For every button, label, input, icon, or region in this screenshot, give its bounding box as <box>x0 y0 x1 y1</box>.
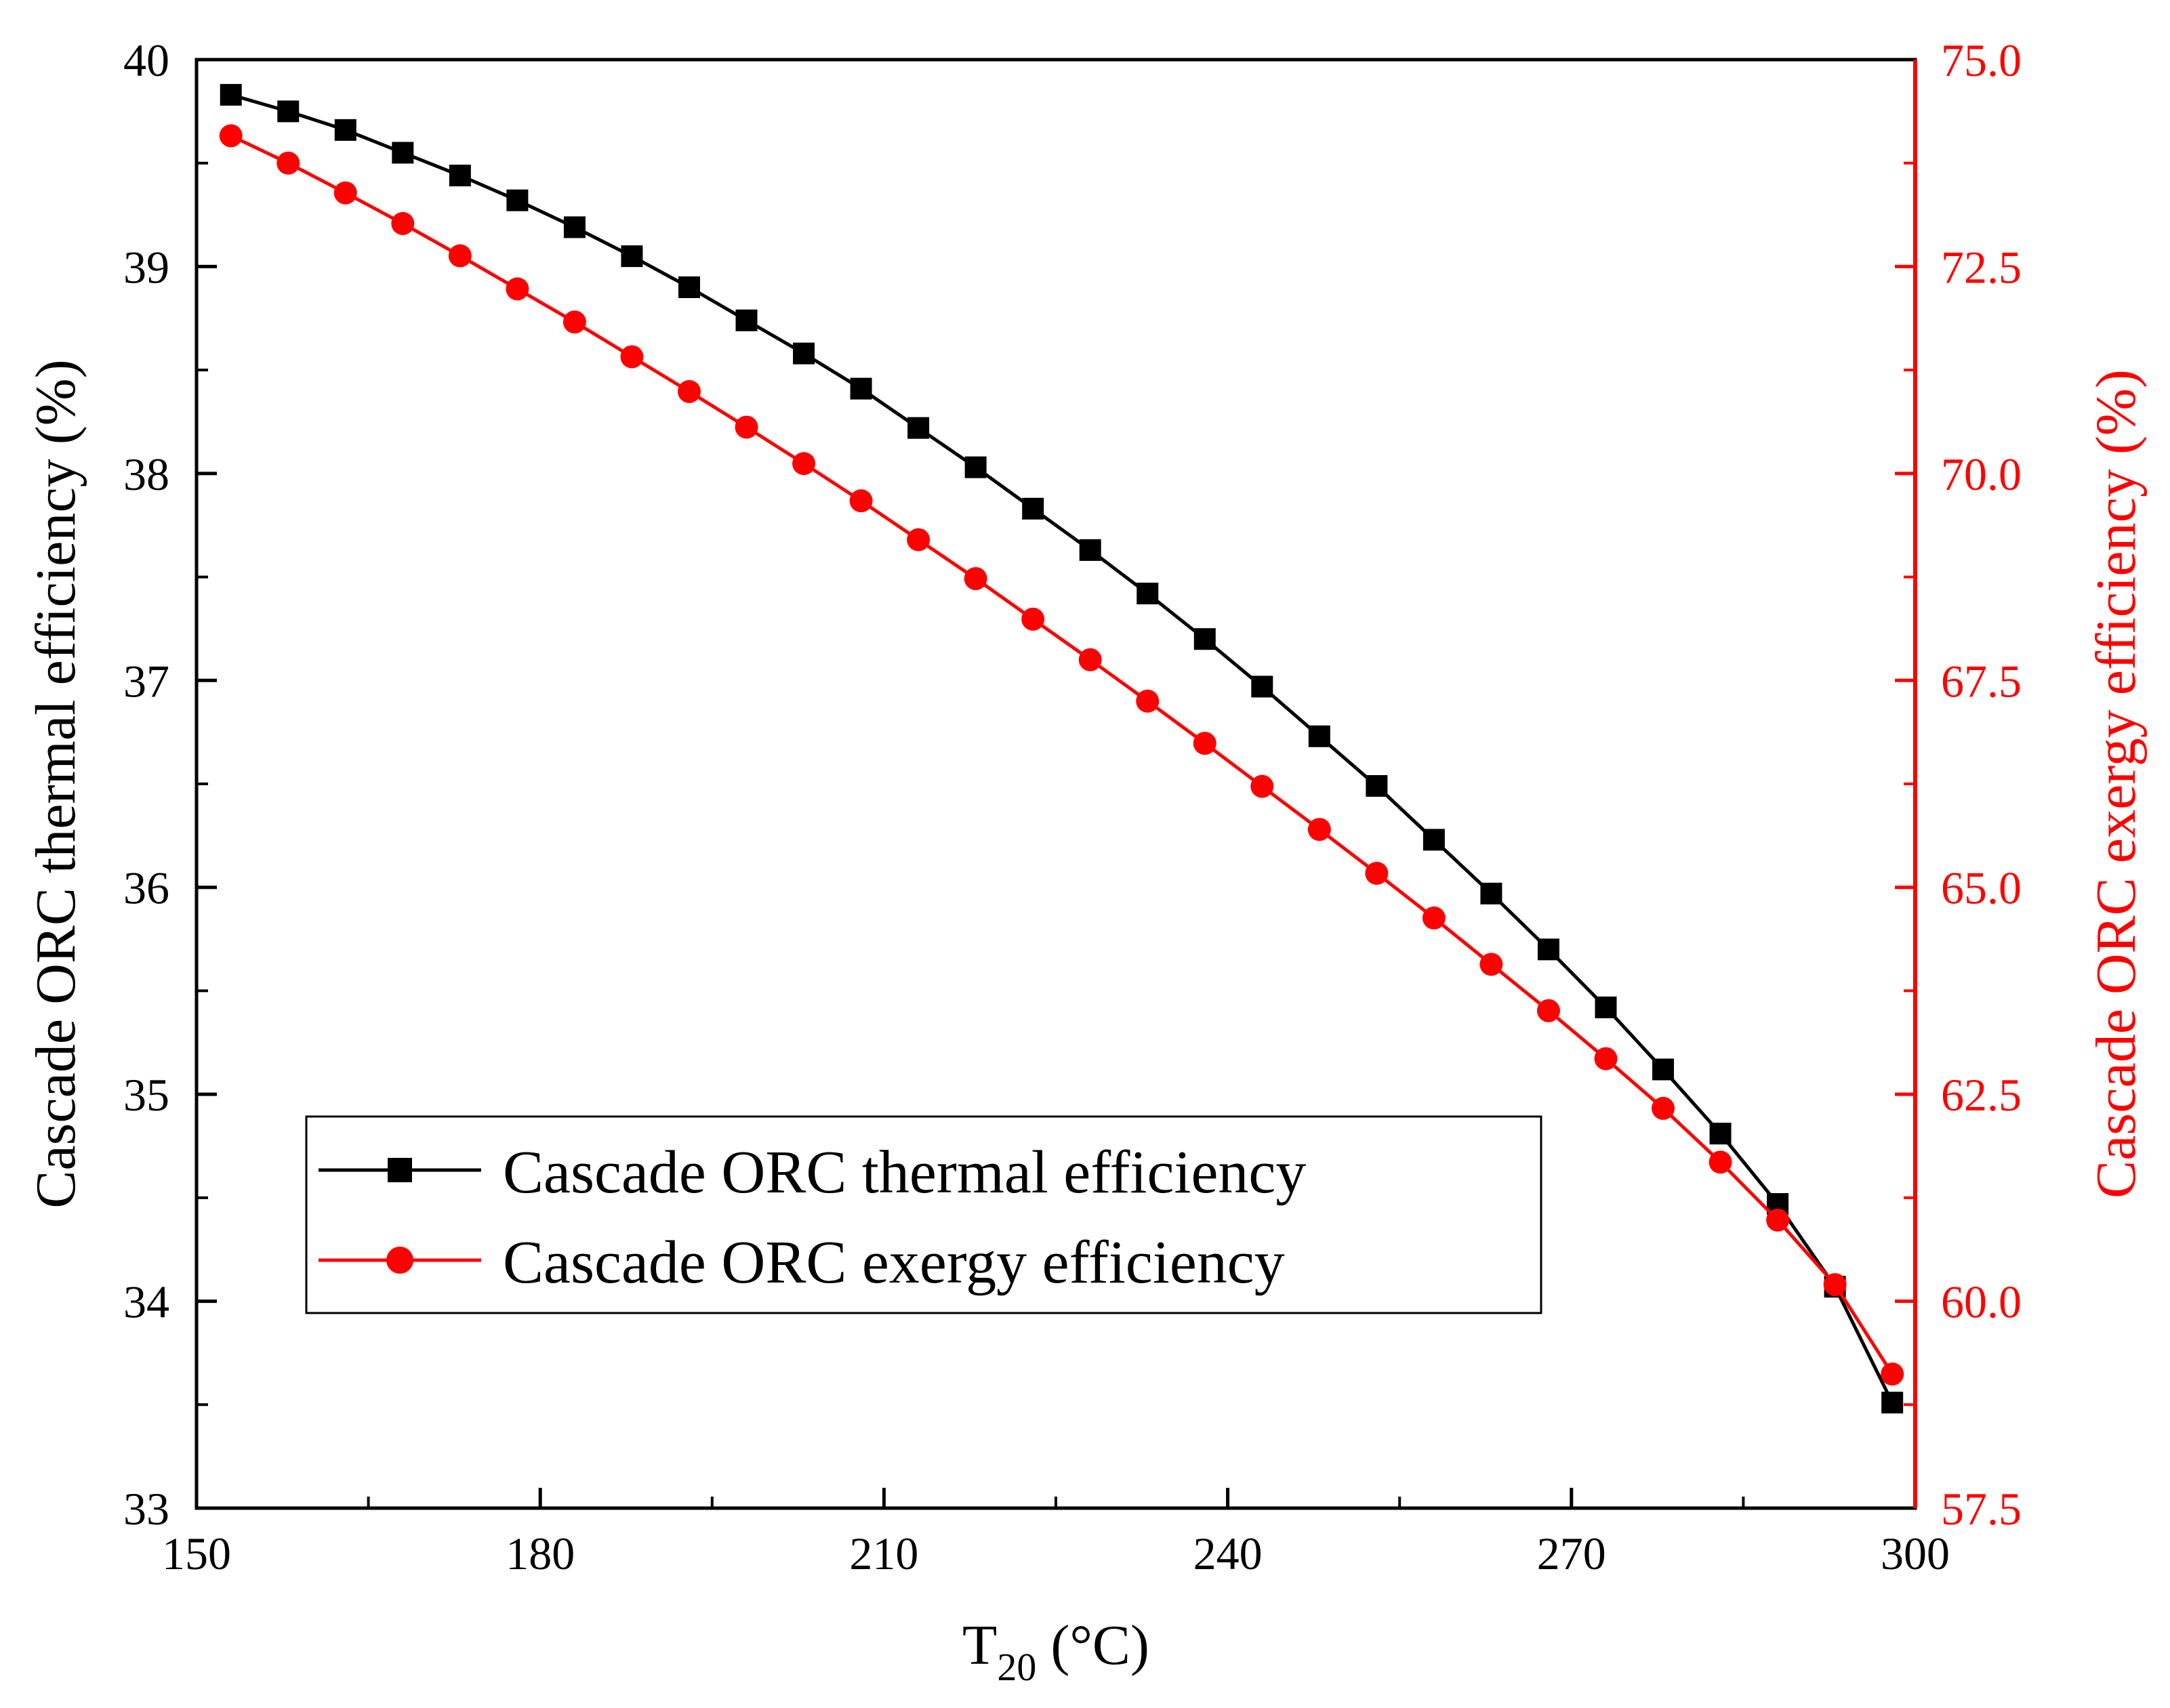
y-left-tick-label: 33 <box>123 1483 169 1535</box>
data-point-exergy <box>964 567 987 591</box>
data-point-thermal <box>1537 938 1559 961</box>
data-point-exergy <box>219 124 243 148</box>
data-point-exergy <box>792 452 816 476</box>
x-axis-title-unit: (°C) <box>1036 1614 1149 1677</box>
legend-marker-exergy <box>386 1247 413 1274</box>
y-right-tick-label: 57.5 <box>1941 1483 2022 1535</box>
data-point-exergy <box>1250 774 1274 798</box>
data-point-exergy <box>562 310 586 334</box>
data-point-thermal <box>506 189 529 211</box>
y-axis-left-title: Cascade ORC thermal efficiency (%) <box>24 359 87 1208</box>
y-right-tick-label: 72.5 <box>1941 241 2022 293</box>
data-point-thermal <box>964 456 987 478</box>
data-point-thermal <box>1193 628 1216 650</box>
data-point-thermal <box>621 245 643 268</box>
y-right-tick-label: 65.0 <box>1941 862 2022 914</box>
data-point-exergy <box>677 379 701 403</box>
y-left-tick-label: 38 <box>123 449 169 500</box>
data-point-thermal <box>220 83 242 106</box>
data-point-thermal <box>1022 497 1044 520</box>
legend-marker-thermal <box>388 1158 412 1182</box>
y-axis-right-title: Cascade ORC exergy efficiency (%) <box>2085 369 2148 1199</box>
x-tick-label: 240 <box>1193 1528 1263 1579</box>
data-point-exergy <box>1365 861 1389 885</box>
y-right-tick-label: 75.0 <box>1941 35 2022 86</box>
legend-label-thermal: Cascade ORC thermal efficiency <box>503 1139 1306 1206</box>
data-point-thermal <box>1308 725 1330 747</box>
data-point-exergy <box>391 211 415 235</box>
legend-label-exergy: Cascade ORC exergy efficiency <box>503 1229 1285 1296</box>
data-point-exergy <box>1536 999 1560 1022</box>
data-point-thermal <box>1251 675 1273 698</box>
data-point-exergy <box>735 415 758 439</box>
data-point-thermal <box>277 100 300 123</box>
y-left-tick-label: 39 <box>123 241 169 293</box>
y-left-tick-label: 37 <box>123 655 169 707</box>
data-point-exergy <box>1708 1150 1732 1174</box>
data-point-thermal <box>563 216 586 238</box>
data-point-exergy <box>1594 1047 1618 1070</box>
y-left-tick-label: 35 <box>123 1069 169 1121</box>
data-point-thermal <box>1709 1123 1732 1145</box>
data-point-thermal <box>1137 583 1159 605</box>
data-point-exergy <box>333 181 357 205</box>
data-point-exergy <box>1078 648 1102 671</box>
data-point-thermal <box>1422 829 1445 851</box>
x-tick-label: 150 <box>162 1528 231 1579</box>
data-point-exergy <box>277 151 300 175</box>
data-point-exergy <box>849 489 873 513</box>
data-point-exergy <box>907 528 930 551</box>
x-axis-title-subscript: 20 <box>997 1645 1036 1689</box>
legend: Cascade ORC thermal efficiency Cascade O… <box>305 1115 1542 1314</box>
data-point-thermal <box>678 276 700 298</box>
data-point-exergy <box>448 244 472 268</box>
data-point-thermal <box>793 342 815 364</box>
x-axis-title-main: T <box>962 1614 997 1677</box>
y-right-tick-label: 60.0 <box>1941 1276 2022 1328</box>
data-point-thermal <box>1595 996 1617 1018</box>
x-tick-label: 300 <box>1881 1528 1950 1579</box>
y-left-tick-label: 34 <box>123 1276 169 1328</box>
x-tick-label: 270 <box>1537 1528 1606 1579</box>
data-point-exergy <box>620 345 644 369</box>
data-point-exergy <box>1766 1208 1790 1232</box>
x-tick-label: 210 <box>849 1528 918 1579</box>
y-left-tick-label: 36 <box>123 862 169 914</box>
data-point-thermal <box>392 142 414 164</box>
data-point-thermal <box>1881 1392 1904 1414</box>
data-point-exergy <box>1881 1362 1904 1386</box>
data-point-exergy <box>1193 732 1216 755</box>
data-point-thermal <box>449 165 471 187</box>
y-right-tick-label: 67.5 <box>1941 655 2022 707</box>
data-point-thermal <box>907 417 930 439</box>
data-point-exergy <box>1823 1273 1847 1297</box>
x-tick-label: 180 <box>506 1528 575 1579</box>
y-left-tick-label: 40 <box>123 35 169 86</box>
data-point-exergy <box>1652 1096 1675 1120</box>
data-point-exergy <box>506 277 529 301</box>
data-point-exergy <box>1021 607 1045 631</box>
data-point-thermal <box>850 377 872 400</box>
legend-box <box>305 1115 1542 1314</box>
data-point-exergy <box>1307 818 1331 841</box>
data-point-exergy <box>1422 906 1446 930</box>
data-point-thermal <box>1079 539 1101 561</box>
x-axis-title: T20 (°C) <box>962 1614 1149 1689</box>
data-point-thermal <box>334 119 356 141</box>
data-point-exergy <box>1136 689 1160 713</box>
tick-label-layer: 150 180 210 240 270 300 33 34 35 36 37 38 39 40 57.5 60… <box>123 35 2022 1579</box>
data-point-thermal <box>1366 775 1388 797</box>
y-right-tick-label: 70.0 <box>1941 449 2022 500</box>
data-point-thermal <box>735 309 758 331</box>
data-point-thermal <box>1652 1058 1675 1081</box>
series-layer <box>219 83 1904 1414</box>
data-point-thermal <box>1480 882 1502 904</box>
data-point-exergy <box>1479 953 1503 976</box>
y-right-tick-label: 62.5 <box>1941 1069 2022 1121</box>
